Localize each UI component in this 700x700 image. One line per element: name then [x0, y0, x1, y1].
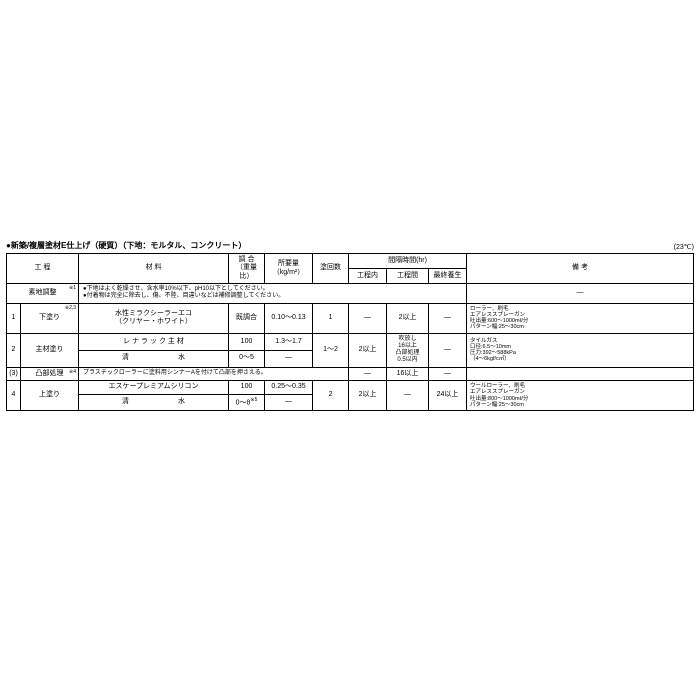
- cell-int-in: 2以上: [349, 380, 387, 410]
- cell-material-note: ●下地はよく乾燥させ、含水率10%以下、pH10以下としてください。 ●付着物は…: [79, 284, 467, 303]
- table-title: ●新築/複層塗材E仕上げ（硬質）（下地：モルタル、コンクリート）: [6, 240, 246, 251]
- cell-process: 凸部処理 ※4: [21, 367, 79, 380]
- cell-req: 0.10〜0.13: [265, 303, 313, 333]
- cell-material: 清 水: [79, 350, 229, 367]
- process-label: 下塗り: [39, 314, 60, 321]
- h-process: 工 程: [7, 254, 79, 284]
- cell-int-in: —: [349, 367, 387, 380]
- cell-remarks: ローラー、刷毛 エアレススプレーガン 吐出量:600〜1000mℓ/分 パターン…: [467, 303, 694, 333]
- cell-mix: 100: [229, 333, 265, 350]
- cell-process: 素地調整 ※1: [7, 284, 79, 303]
- cell-int-final: 24以上: [429, 380, 467, 410]
- cell-req: —: [265, 350, 313, 367]
- h-req: 所要量 （kg/m²）: [265, 254, 313, 284]
- cell-material: 清 水: [79, 394, 229, 410]
- cell-no: 1: [7, 303, 21, 333]
- cell-mix: 100: [229, 380, 265, 394]
- cell-req: 0.25〜0.35: [265, 380, 313, 394]
- cell-int-between: 2以上: [387, 303, 429, 333]
- cell-req: 1.3〜1.7: [265, 333, 313, 350]
- cell-count: 1〜2: [313, 333, 349, 367]
- cell-no: (3): [7, 367, 21, 380]
- cell-req: —: [265, 394, 313, 410]
- cell-no: 4: [7, 380, 21, 410]
- cell-no: 2: [7, 333, 21, 367]
- process-label: 素地調整: [29, 289, 57, 296]
- cell-int-between: —: [387, 380, 429, 410]
- temperature-note: (23℃): [674, 243, 694, 251]
- note-sup: ※1: [69, 285, 76, 291]
- h-interval-between: 工程間: [387, 269, 429, 284]
- note-sup: ※4: [69, 369, 76, 375]
- h-mix: 調 合 （重量比）: [229, 254, 265, 284]
- process-label: 凸部処理: [36, 370, 64, 377]
- cell-mix: 既調合: [229, 303, 265, 333]
- h-interval-final: 最終養生: [429, 269, 467, 284]
- cell-mix: 0〜5: [229, 350, 265, 367]
- cell-material: 水性ミラクシーラーエコ （クリヤー・ホワイト）: [79, 303, 229, 333]
- note-sup: ※5: [250, 397, 257, 403]
- cell-count: 1: [313, 303, 349, 333]
- cell-count: 2: [313, 380, 349, 410]
- cell-material-note: プラスチックローラーに塗料用シンナーAを付けて凸部を押さえる。: [79, 367, 349, 380]
- cell-mix: 0〜8※5: [229, 394, 265, 410]
- mix-value: 0〜8: [236, 399, 251, 406]
- h-material: 材 料: [79, 254, 229, 284]
- cell-int-final: —: [429, 303, 467, 333]
- h-interval-in: 工程内: [349, 269, 387, 284]
- cell-process: 下塗り ※2,3: [21, 303, 79, 333]
- cell-material: エスケープレミアムシリコン: [79, 380, 229, 394]
- cell-remarks: ウールローラー、刷毛 エアレススプレーガン 吐出量:800〜1000mℓ/分 パ…: [467, 380, 694, 410]
- h-interval-group: 間隔時間(hr): [349, 254, 467, 269]
- h-count: 塗回数: [313, 254, 349, 284]
- spec-table: 工 程 材 料 調 合 （重量比） 所要量 （kg/m²） 塗回数 間隔時間(h…: [6, 253, 694, 411]
- cell-process: 主材塗り: [21, 333, 79, 367]
- cell-remarks: —: [467, 284, 694, 303]
- h-remarks: 備 考: [467, 254, 694, 284]
- table-row: 1 下塗り ※2,3 水性ミラクシーラーエコ （クリヤー・ホワイト） 既調合 0…: [7, 303, 694, 333]
- cell-remarks: [467, 367, 694, 380]
- cell-int-final: —: [429, 367, 467, 380]
- cell-int-in: —: [349, 303, 387, 333]
- cell-int-in: 2以上: [349, 333, 387, 367]
- table-row: 素地調整 ※1 ●下地はよく乾燥させ、含水率10%以下、pH10以下としてくださ…: [7, 284, 694, 303]
- table-row: (3) 凸部処理 ※4 プラスチックローラーに塗料用シンナーAを付けて凸部を押さ…: [7, 367, 694, 380]
- header-row: 工 程 材 料 調 合 （重量比） 所要量 （kg/m²） 塗回数 間隔時間(h…: [7, 254, 694, 269]
- cell-material: レ ナ ラ ッ ク 主 材: [79, 333, 229, 350]
- cell-int-between: 16以上: [387, 367, 429, 380]
- table-row: 4 上塗り エスケープレミアムシリコン 100 0.25〜0.35 2 2以上 …: [7, 380, 694, 394]
- cell-int-final: —: [429, 333, 467, 367]
- cell-remarks: タイルガス 口径:6.5〜10mm 圧力:392〜588kPa （4〜6kgf/…: [467, 333, 694, 367]
- cell-int-between: 吹放し 16以上 凸部処理 0.5以内: [387, 333, 429, 367]
- table-row: 2 主材塗り レ ナ ラ ッ ク 主 材 100 1.3〜1.7 1〜2 2以上…: [7, 333, 694, 350]
- cell-process: 上塗り: [21, 380, 79, 410]
- note-sup: ※2,3: [65, 305, 76, 311]
